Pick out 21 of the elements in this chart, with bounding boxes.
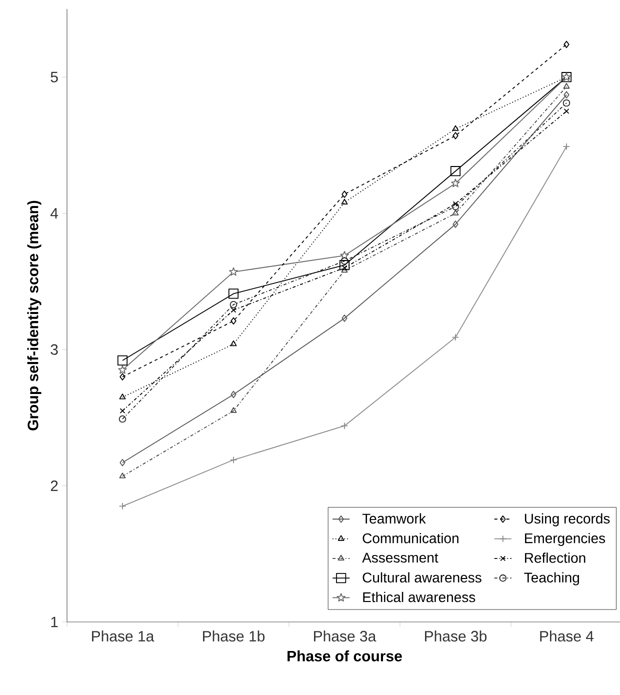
legend-label: Communication (362, 532, 458, 544)
x-tick-label: Phase 4 (540, 630, 594, 642)
y-tick-label: 3 (50, 344, 58, 355)
legend-label: Teaching (524, 572, 580, 586)
x-axis-title: Phase of course (288, 650, 402, 662)
y-tick-label: 4 (50, 208, 58, 218)
y-axis-title: Group self-identity score (mean) (27, 200, 42, 430)
x-tick-label: Phase 3b (425, 630, 487, 642)
y-tick-label: 2 (50, 480, 58, 492)
x-tick-label: Phase 1a (92, 630, 154, 642)
legend-label: Using records (524, 513, 610, 526)
x-tick-label: Phase 3a (314, 630, 376, 642)
legend-label: Assessment (362, 552, 438, 563)
y-tick-label: 5 (50, 72, 58, 82)
y-tick-label: 1 (51, 616, 58, 628)
legend-label: Cultural awareness (362, 572, 482, 583)
legend-label: Emergencies (525, 532, 606, 546)
legend-label: Reflection (525, 552, 586, 563)
legend-label: Ethical awareness (363, 592, 476, 602)
x-tick-label: Phase 1b (203, 630, 265, 642)
legend-label: Teamwork (362, 513, 426, 524)
